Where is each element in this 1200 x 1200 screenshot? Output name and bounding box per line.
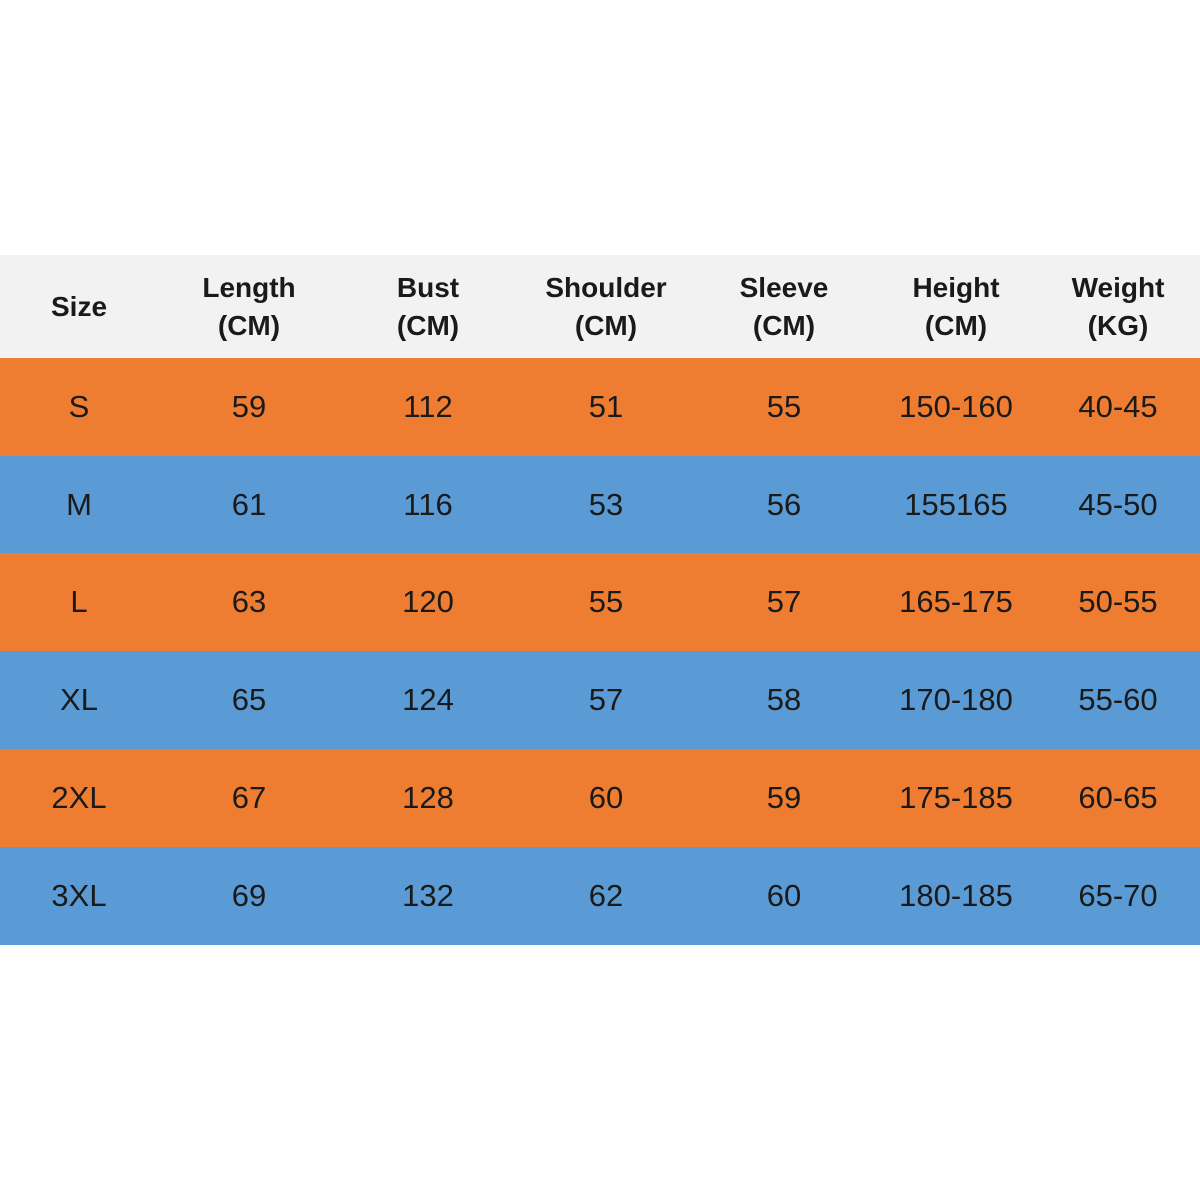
table-cell: 175-185 (899, 779, 1013, 815)
table-cell: 120 (402, 584, 454, 620)
table-row: 2XL 67 128 60 59 175-185 60-65 (0, 748, 1200, 847)
table-cell: 69 (231, 877, 267, 913)
header-text: (CM) (924, 309, 988, 341)
table-cell: 59 (231, 389, 267, 424)
header-text: (CM) (574, 309, 638, 341)
header-text: (CM) (396, 309, 460, 341)
table-cell: 60 (588, 779, 624, 815)
table-cell: 55 (588, 584, 624, 620)
header-text: (CM) (217, 309, 281, 341)
table-cell: 40-45 (1078, 389, 1158, 424)
table-cell: M (66, 486, 92, 522)
table-cell: 57 (588, 682, 624, 718)
header-text: (CM) (752, 309, 816, 341)
table-cell: 2XL (51, 779, 107, 815)
table-cell: 58 (766, 682, 802, 718)
table-cell: 128 (402, 779, 454, 815)
table-cell: 60-65 (1078, 779, 1158, 815)
table-cell: 61 (231, 486, 267, 522)
table-cell: 124 (402, 682, 454, 718)
header-text: (KG) (1087, 309, 1149, 341)
header-text: Bust (396, 271, 460, 303)
table-cell: S (68, 389, 90, 424)
header-text: Sleeve (739, 271, 829, 303)
table-cell: 59 (766, 779, 802, 815)
table-cell: 63 (231, 584, 267, 620)
table-cell: 57 (766, 584, 802, 620)
table-cell: 45-50 (1078, 486, 1158, 522)
table-cell: 50-55 (1078, 584, 1158, 620)
table-cell: 67 (231, 779, 267, 815)
table-cell: 55-60 (1078, 682, 1158, 718)
table-cell: L (70, 584, 88, 620)
header-cell: Height (CM) (912, 255, 999, 358)
header-row: Size Length (CM) Bust (CM) Shoulder (CM) Sleeve… (0, 255, 1200, 358)
table-cell: 56 (766, 486, 802, 522)
table-cell: 155165 (904, 486, 1008, 522)
table-row: M 61 116 53 56 155165 45-50 (0, 455, 1200, 554)
table-cell: 51 (588, 389, 624, 424)
table-cell: 60 (766, 877, 802, 913)
header-text: Length (202, 271, 296, 303)
header-text: Size (50, 290, 108, 322)
header-cell: Shoulder (CM) (545, 255, 666, 358)
header-text: Shoulder (545, 271, 667, 303)
header-cell: Length (CM) (202, 255, 295, 358)
header-text: Height (912, 271, 1000, 303)
table-cell: XL (60, 682, 98, 718)
table-cell: 180-185 (899, 877, 1013, 913)
table-cell: 62 (588, 877, 624, 913)
table-cell: 150-160 (899, 389, 1013, 424)
table-cell: 55 (766, 389, 802, 424)
table-cell: 132 (402, 877, 454, 913)
header-text: Weight (1071, 271, 1165, 303)
header-cell: Size (51, 255, 107, 358)
header-cell: Sleeve (CM) (740, 255, 829, 358)
table-cell: 65 (231, 682, 267, 718)
table-cell: 116 (403, 486, 453, 522)
table-cell: 112 (403, 389, 453, 424)
table-row: XL 65 124 57 58 170-180 55-60 (0, 651, 1200, 750)
table-cell: 65-70 (1078, 877, 1158, 913)
header-cell: Bust (CM) (397, 255, 459, 358)
header-cell: Weight (KG) (1072, 255, 1165, 358)
table-cell: 53 (588, 486, 624, 522)
table-row: S 59 112 51 55 150-160 40-45 (0, 358, 1200, 456)
table-row: L 63 120 55 57 165-175 50-55 (0, 553, 1200, 652)
table-cell: 170-180 (899, 682, 1013, 718)
table-cell: 165-175 (899, 584, 1013, 620)
table-row: 3XL 69 132 62 60 180-185 65-70 (0, 846, 1200, 945)
table-cell: 3XL (51, 877, 107, 913)
